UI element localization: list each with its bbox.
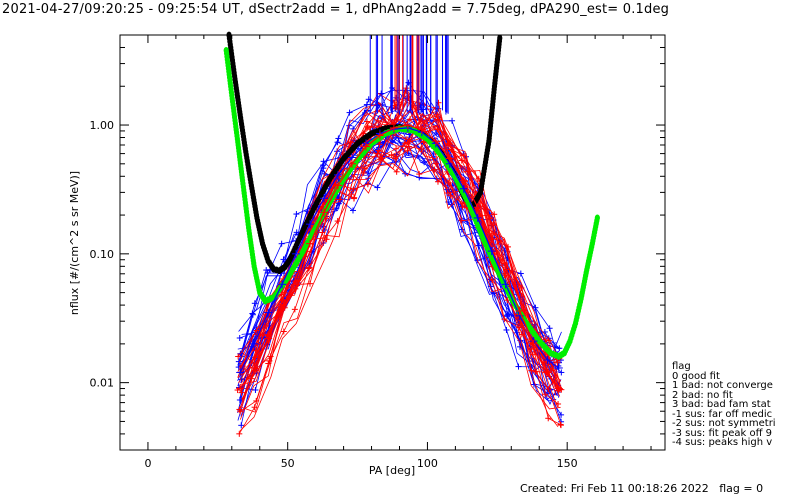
legend-item: 0 good fit xyxy=(672,370,720,382)
footer: Created: Fri Feb 11 00:18:26 2022 flag =… xyxy=(520,482,763,495)
red-trace xyxy=(237,92,562,382)
red-trace xyxy=(239,100,557,385)
red-trace xyxy=(238,99,560,391)
y-tick-label: 0.10 xyxy=(90,248,115,261)
legend-heading: flag xyxy=(672,361,691,372)
created-timestamp: Created: Fri Feb 11 00:18:26 2022 xyxy=(520,482,709,495)
series-3 xyxy=(236,121,563,393)
plot-frame xyxy=(119,34,666,451)
red-trace xyxy=(241,112,561,384)
legend-item: -2 sus: not symmetri xyxy=(672,418,776,429)
series-2 xyxy=(236,123,563,377)
legend-item: 3 bad: bad fam stat xyxy=(672,399,771,410)
x-axis-label: PA [deg] xyxy=(369,464,415,477)
legend-item: -4 sus: peaks high v xyxy=(672,437,773,448)
series-line xyxy=(239,127,560,373)
x-tick-label: 50 xyxy=(281,457,295,470)
legend-item: -1 sus: far off medic xyxy=(672,408,773,420)
red-trace xyxy=(240,99,559,389)
x-tick-label: 100 xyxy=(417,457,438,470)
flag-legend: flag 0 good fit 1 bad: not converge 2 ba… xyxy=(672,362,776,448)
legend-item: -3 sus: fit peak off 9 xyxy=(672,427,772,439)
x-tick-label: 150 xyxy=(557,457,578,470)
y-tick-label: 0.01 xyxy=(90,377,115,390)
data-bundle xyxy=(234,35,565,437)
legend-item: 2 bad: no fit xyxy=(672,389,733,401)
y-axis-label: nflux [#/(cm^2 s sr MeV)] xyxy=(68,171,81,315)
y-tick-label: 1.00 xyxy=(90,119,115,132)
fit-dot xyxy=(497,34,503,42)
red-trace xyxy=(239,146,562,426)
x-tick-label: 0 xyxy=(144,457,151,470)
flag-value: flag = 0 xyxy=(719,482,764,495)
fit-dot xyxy=(594,214,600,222)
series-line xyxy=(239,124,560,389)
red-trace xyxy=(238,141,561,434)
legend-item: 1 bad: not converge xyxy=(672,380,773,391)
series-layer xyxy=(223,31,600,393)
chart-title: 2021-04-27/09:20:25 - 09:25:54 UT, dSect… xyxy=(2,2,670,17)
